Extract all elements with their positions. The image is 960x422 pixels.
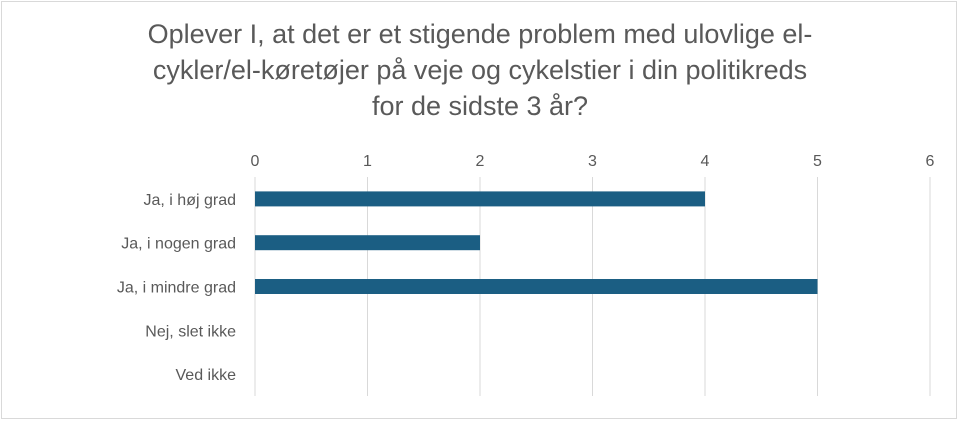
x-tick-label: 5 bbox=[813, 153, 822, 170]
x-tick-label: 0 bbox=[251, 153, 260, 170]
chart-title: Oplever I, at det er et stigende problem… bbox=[60, 16, 900, 124]
category-label: Ja, i nogen grad bbox=[121, 236, 236, 253]
x-tick-label: 3 bbox=[588, 153, 597, 170]
chart-title-line-2: cykler/el-køretøjer på veje og cykelstie… bbox=[152, 55, 808, 85]
x-tick-labels: 0 1 2 3 4 5 6 bbox=[251, 153, 935, 170]
chart-title-line-3: for de sidste 3 år? bbox=[371, 91, 589, 121]
bar bbox=[255, 235, 480, 251]
chart-title-line-1: Oplever I, at det er et stigende problem… bbox=[147, 19, 813, 49]
bar bbox=[255, 279, 818, 294]
category-label: Ja, i høj grad bbox=[144, 192, 236, 209]
category-label: Nej, slet ikke bbox=[145, 323, 236, 340]
category-label: Ja, i mindre grad bbox=[117, 280, 236, 297]
category-label: Ved ikke bbox=[176, 367, 237, 384]
x-tick-label: 1 bbox=[363, 153, 372, 170]
x-tick-label: 2 bbox=[476, 153, 485, 170]
bars bbox=[255, 191, 818, 294]
category-labels: Ja, i høj grad Ja, i nogen grad Ja, i mind… bbox=[117, 192, 236, 384]
bar bbox=[255, 191, 705, 207]
x-tick-label: 4 bbox=[701, 153, 710, 170]
x-tick-label: 6 bbox=[926, 153, 935, 170]
